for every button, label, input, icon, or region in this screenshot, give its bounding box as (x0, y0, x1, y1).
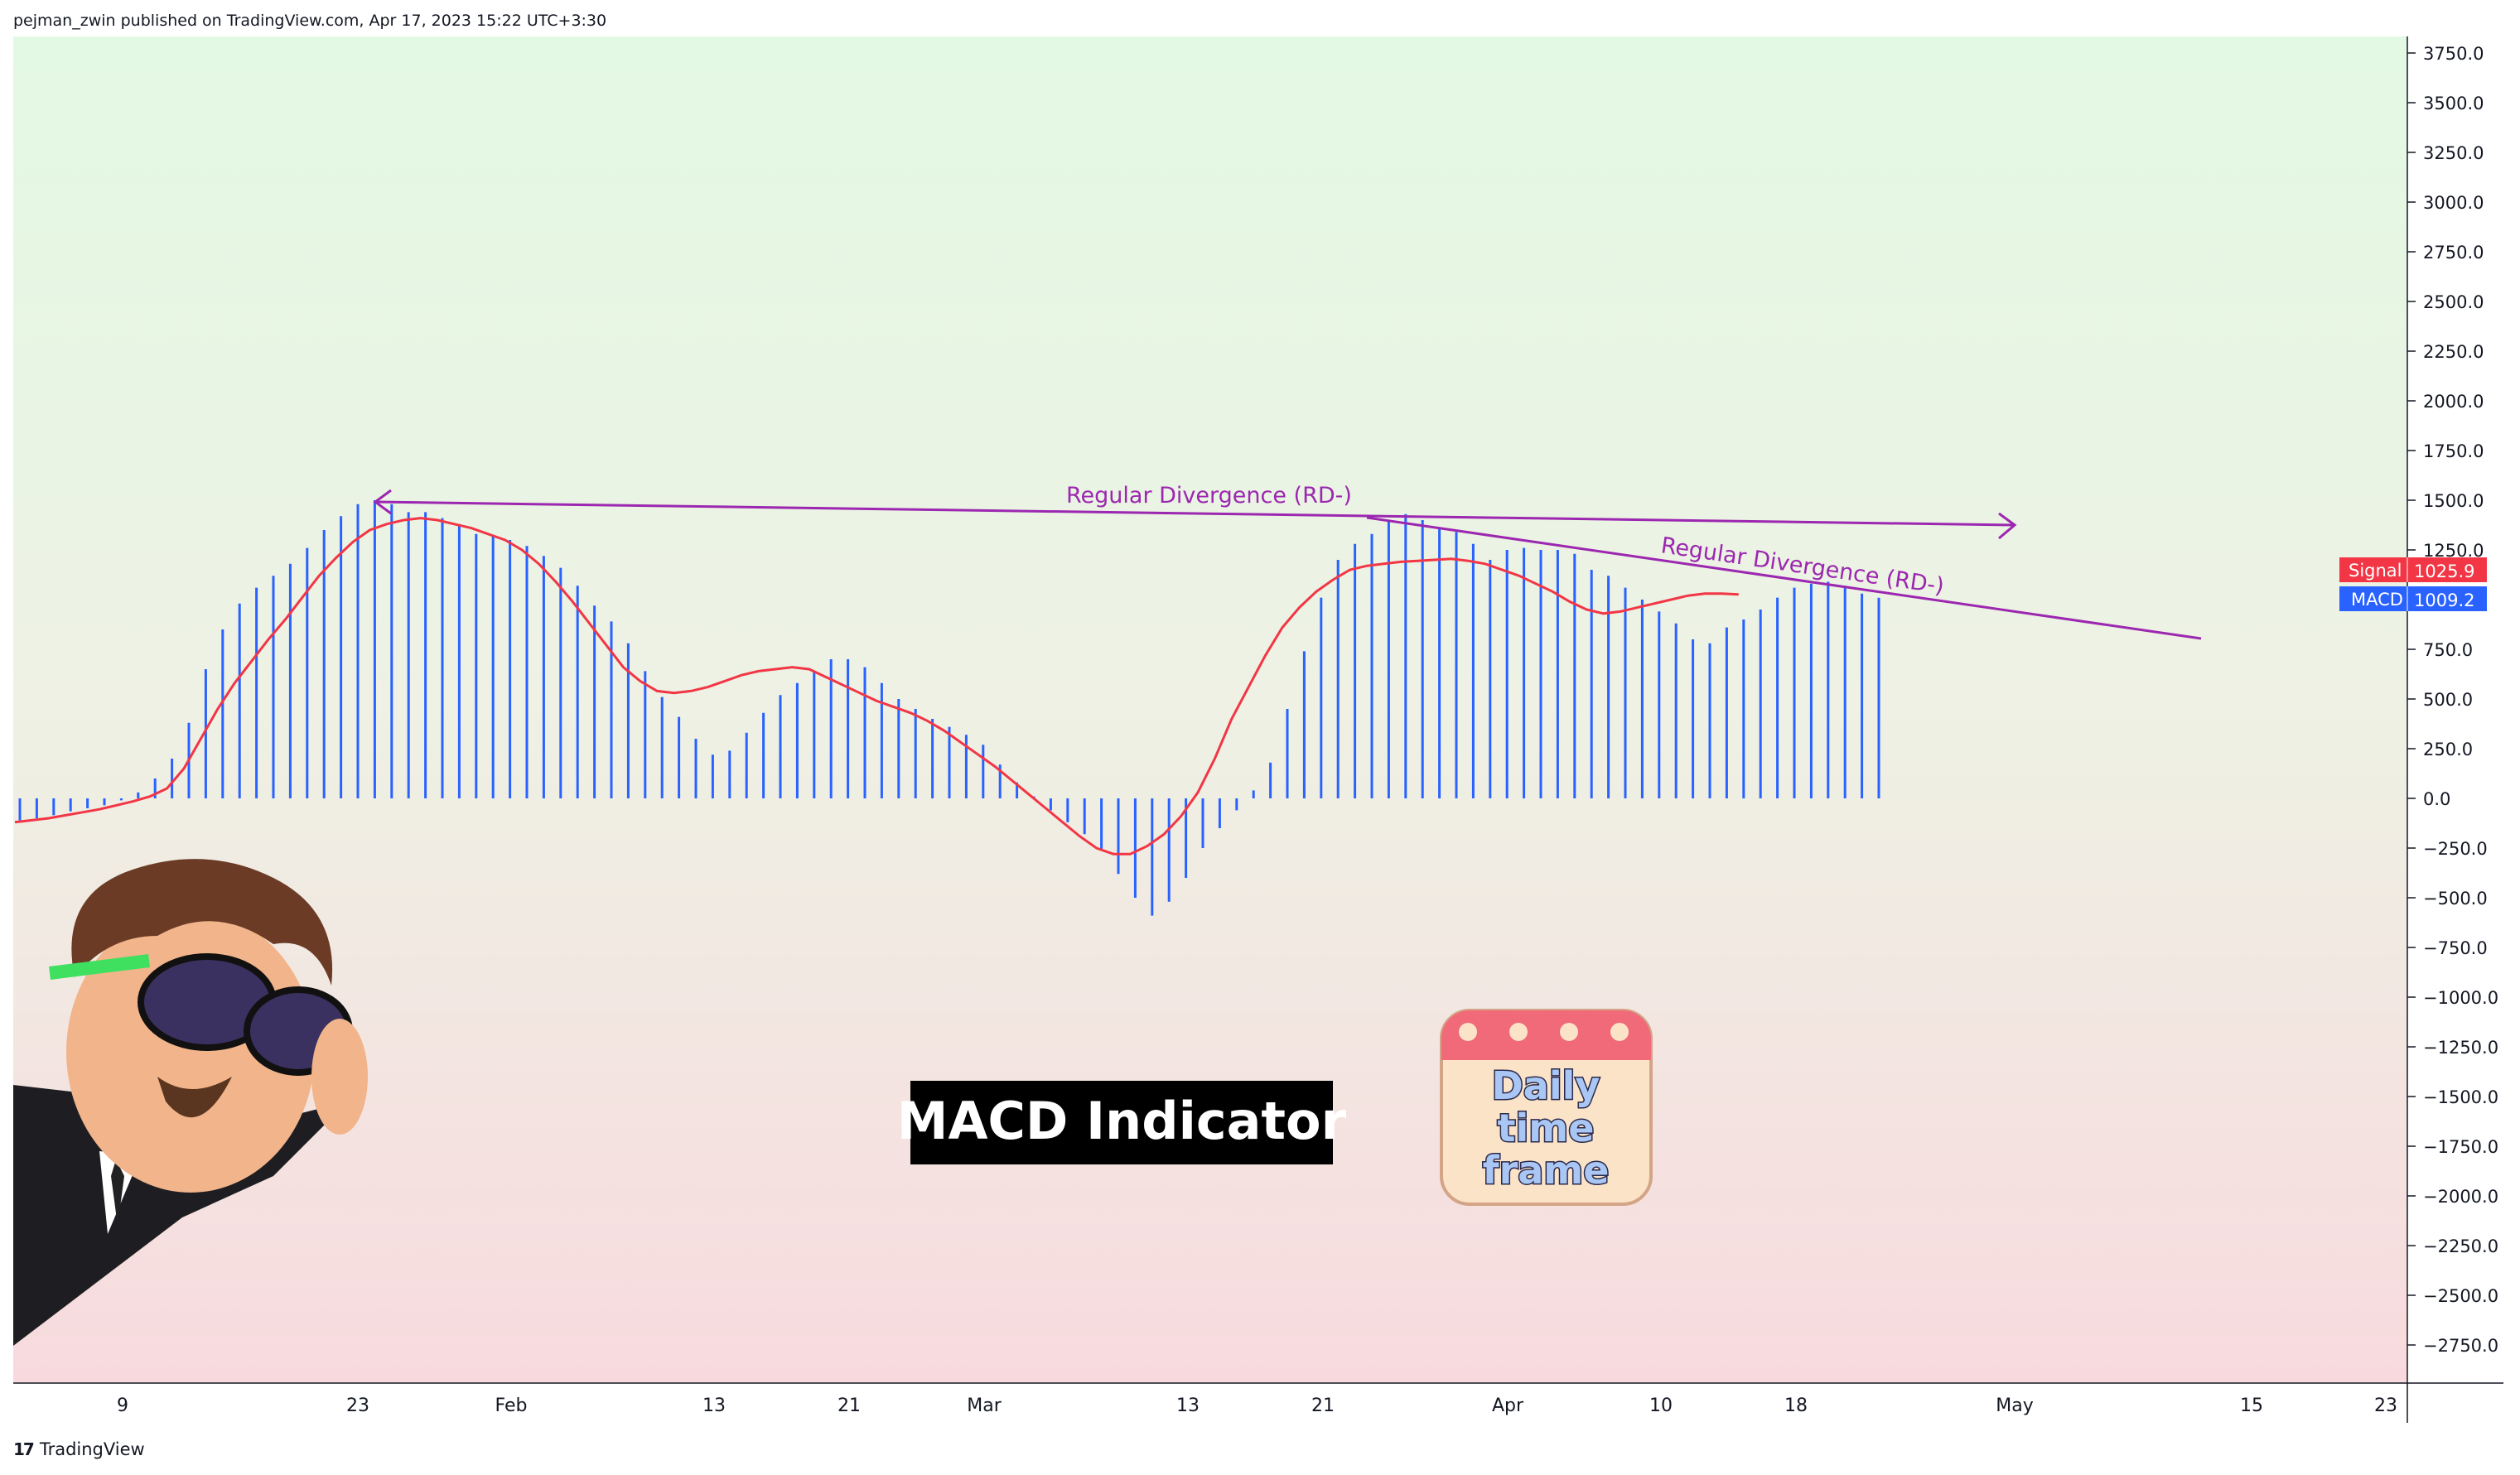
tradingview-footer[interactable]: 𝟭𝟳 TradingView (13, 1439, 145, 1459)
y-tick-label: −2750.0 (2423, 1336, 2498, 1356)
x-tick-label: Feb (495, 1395, 528, 1416)
y-tick-label: 3000.0 (2423, 193, 2484, 213)
y-tick-label: −1000.0 (2423, 988, 2498, 1008)
x-tick-label: 10 (1649, 1395, 1673, 1416)
tradingview-logo-icon: 𝟭𝟳 (13, 1439, 35, 1459)
publisher-header: pejman_zwin published on TradingView.com… (13, 12, 607, 30)
x-tick-label: 15 (2240, 1395, 2263, 1416)
signal-tag-name: Signal (2349, 561, 2402, 581)
x-tick-label: Mar (967, 1395, 1002, 1416)
badge-line-1: Daily (1492, 1063, 1600, 1108)
y-tick-label: −1250.0 (2423, 1038, 2498, 1058)
divergence-label-1: Regular Divergence (RD-) (1066, 483, 1352, 509)
macd-value-tag: MACD 1009.2 (2339, 586, 2487, 611)
y-tick-label: 1500.0 (2423, 491, 2484, 511)
y-tick-label: −2500.0 (2423, 1286, 2498, 1306)
x-tick-label: 18 (1784, 1395, 1808, 1416)
signal-value-tag: Signal 1025.9 (2339, 557, 2487, 582)
y-tick-label: −2250.0 (2423, 1236, 2498, 1256)
y-tick-label: 2000.0 (2423, 392, 2484, 412)
x-tick-label: Apr (1492, 1395, 1524, 1416)
y-tick-label: 3250.0 (2423, 143, 2484, 163)
x-tick-label: 23 (346, 1395, 369, 1416)
macd-tag-value: 1009.2 (2414, 590, 2474, 610)
divergence-annotation-1[interactable]: Regular Divergence (RD-) (373, 483, 2017, 540)
x-tick-label: 9 (117, 1395, 128, 1416)
y-tick-label: 500.0 (2423, 690, 2473, 710)
x-tick-label: 23 (2374, 1395, 2397, 1416)
signal-line (14, 517, 1739, 856)
y-tick-label: 0.0 (2423, 789, 2450, 809)
y-tick-label: −750.0 (2423, 938, 2488, 958)
y-tick-label: −2000.0 (2423, 1187, 2498, 1207)
x-axis-ticks: 9 23 Feb 13 21 Mar 13 21 Apr 10 18 May 15 23 (117, 1395, 2397, 1416)
plot-background (13, 36, 2407, 1383)
arrow-right-icon (1998, 512, 2017, 540)
signal-tag-value: 1025.9 (2414, 562, 2474, 581)
y-axis-ticks: 3750.0 3500.0 3250.0 3000.0 2750.0 2500.0 2250… (2407, 44, 2498, 1356)
y-tick-label: 250.0 (2423, 740, 2473, 759)
daily-timeframe-badge: Daily time frame (1440, 1009, 1653, 1206)
tradingview-brand: TradingView (39, 1439, 145, 1459)
y-tick-label: 750.0 (2423, 640, 2473, 660)
x-tick-label: 13 (702, 1395, 726, 1416)
y-tick-label: 2250.0 (2423, 342, 2484, 362)
macd-title-text: MACD Indicator (897, 1091, 1347, 1151)
x-tick-label: 13 (1176, 1395, 1200, 1416)
y-tick-label: −1500.0 (2423, 1087, 2498, 1107)
y-tick-label: −500.0 (2423, 889, 2488, 909)
macd-tag-name: MACD (2351, 590, 2403, 610)
x-tick-label: May (1996, 1395, 2033, 1416)
y-tick-label: −250.0 (2423, 839, 2488, 859)
arrow-left-icon (373, 489, 392, 515)
y-tick-label: 3500.0 (2423, 94, 2484, 113)
y-tick-label: 2500.0 (2423, 292, 2484, 312)
badge-line-3: frame (1483, 1148, 1610, 1193)
y-tick-label: 3750.0 (2423, 44, 2484, 64)
macd-title-box: MACD Indicator (897, 1081, 1347, 1164)
y-tick-label: −1750.0 (2423, 1137, 2498, 1157)
x-tick-label: 21 (838, 1395, 861, 1416)
y-tick-label: 1750.0 (2423, 441, 2484, 461)
badge-line-2: time (1498, 1106, 1595, 1150)
y-tick-label: 2750.0 (2423, 243, 2484, 263)
x-tick-label: 21 (1311, 1395, 1335, 1416)
cartoon-avatar (13, 859, 368, 1346)
